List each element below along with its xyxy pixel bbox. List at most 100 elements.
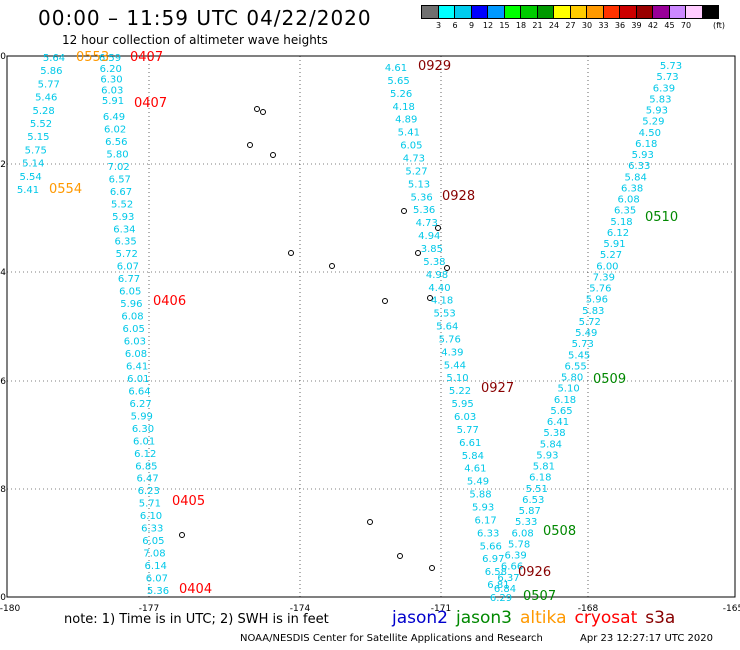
swh-value: 6.67 xyxy=(110,187,132,198)
satellite-legend-item: altika xyxy=(520,608,567,628)
pass-time-label: 0508 xyxy=(543,524,576,539)
color-scale-tick: 6 xyxy=(452,21,458,30)
swh-value: 3.85 xyxy=(421,244,443,255)
credit-line: NOAA/NESDIS Center for Satellite Applica… xyxy=(240,633,543,644)
swh-value: 6.84 xyxy=(494,584,516,595)
swh-value: 6.41 xyxy=(126,361,148,372)
swh-value: 5.83 xyxy=(649,94,671,105)
swh-value: 5.26 xyxy=(390,89,412,100)
x-tick-label: -174 xyxy=(290,604,311,614)
swh-value: 6.30 xyxy=(100,75,122,86)
swh-value: 5.36 xyxy=(410,192,432,203)
swh-value: 5.84 xyxy=(625,172,647,183)
swh-value: 6.08 xyxy=(125,349,147,360)
swh-value: 6.07 xyxy=(117,262,139,273)
swh-value: 5.72 xyxy=(116,249,138,260)
swh-value: 6.55 xyxy=(565,361,587,372)
swh-value: 5.76 xyxy=(589,284,611,295)
swh-value: 5.91 xyxy=(603,239,625,250)
pass-time-label: 0929 xyxy=(418,59,451,74)
swh-value: 5.15 xyxy=(27,132,49,143)
color-scale-tick: 36 xyxy=(614,21,626,30)
island-outline xyxy=(401,208,407,214)
swh-value: 4.18 xyxy=(393,102,415,113)
swh-value: 6.20 xyxy=(100,64,122,75)
swh-value: 5.93 xyxy=(646,106,668,117)
swh-value: 4.89 xyxy=(395,115,417,126)
swh-value: 5.80 xyxy=(106,149,128,160)
swh-value: 4.73 xyxy=(416,218,438,229)
swh-value: 6.00 xyxy=(596,261,618,272)
swh-value: 5.44 xyxy=(444,360,466,371)
swh-value: 5.93 xyxy=(472,503,494,514)
swh-value: 6.39 xyxy=(653,83,675,94)
pass-time-label: 0507 xyxy=(523,589,556,604)
swh-value: 5.66 xyxy=(480,541,502,552)
y-tick-label: -4 xyxy=(0,268,6,278)
swh-value: 4.50 xyxy=(639,128,661,139)
satellite-legend-item: cryosat xyxy=(574,608,638,628)
swh-value: 5.10 xyxy=(446,373,468,384)
y-tick-label: -6 xyxy=(0,377,6,387)
swh-value: 5.22 xyxy=(449,386,471,397)
island-outline xyxy=(247,142,253,148)
swh-value: 6.10 xyxy=(140,511,162,522)
swh-value: 7.02 xyxy=(107,162,129,173)
swh-value: 6.56 xyxy=(105,137,127,148)
swh-value: 7.39 xyxy=(593,272,615,283)
swh-value: 5.80 xyxy=(561,373,583,384)
swh-value: 5.29 xyxy=(642,117,664,128)
swh-value: 6.39 xyxy=(504,551,526,562)
swh-value: 6.27 xyxy=(129,399,151,410)
swh-value: 5.36 xyxy=(147,586,169,597)
swh-value: 5.77 xyxy=(38,79,60,90)
swh-value: 5.49 xyxy=(575,328,597,339)
swh-value: 6.77 xyxy=(118,274,140,285)
color-scale-tick: 3 xyxy=(435,21,442,30)
map-frame xyxy=(6,55,736,598)
swh-value: 6.97 xyxy=(482,554,504,565)
swh-value: 6.66 xyxy=(501,562,523,573)
satellite-legend: jason2 jason3 altika cryosat s3a xyxy=(392,608,683,628)
color-scale-tick: 45 xyxy=(664,21,675,30)
swh-value: 5.95 xyxy=(451,399,473,410)
swh-value: 5.76 xyxy=(439,334,461,345)
pass-time-label: 0554 xyxy=(49,182,82,197)
swh-value: 5.36 xyxy=(413,205,435,216)
color-scale-unit: (ft) xyxy=(713,21,726,30)
swh-value: 6.01 xyxy=(133,436,155,447)
swh-value: 6.18 xyxy=(635,139,657,150)
satellite-legend-item: jason3 xyxy=(456,608,512,628)
swh-value: 5.28 xyxy=(32,106,54,117)
swh-value: 5.73 xyxy=(572,339,594,350)
x-tick-label: -171 xyxy=(431,604,451,614)
swh-value: 5.33 xyxy=(515,517,537,528)
swh-value: 5.65 xyxy=(387,76,409,87)
swh-value: 6.49 xyxy=(103,112,125,123)
swh-value: 5.18 xyxy=(610,217,632,228)
pass-time-label: 0407 xyxy=(130,50,163,65)
swh-value: 6.08 xyxy=(512,528,534,539)
swh-value: 4.18 xyxy=(431,296,453,307)
color-scale-tick: 33 xyxy=(598,21,609,30)
swh-value: 6.05 xyxy=(123,324,145,335)
swh-value: 5.84 xyxy=(540,439,562,450)
island-outline xyxy=(382,298,388,304)
swh-value: 4.61 xyxy=(464,464,486,475)
island-outline xyxy=(179,532,185,538)
island-outline xyxy=(429,565,435,571)
pass-time-label: 0926 xyxy=(518,565,551,580)
swh-value: 5.88 xyxy=(469,490,491,501)
swh-value: 5.41 xyxy=(398,128,420,139)
island-outline xyxy=(367,519,373,525)
pass-time-label: 0405 xyxy=(172,494,205,509)
swh-value: 5.93 xyxy=(536,450,558,461)
y-tick-label: -2 xyxy=(0,160,6,170)
color-swatch xyxy=(701,5,719,19)
y-tick-label: -10 xyxy=(0,593,6,603)
satellite-legend-item: s3a xyxy=(645,608,676,628)
color-scale-bar xyxy=(421,5,719,19)
swh-value: 5.41 xyxy=(17,185,39,196)
swh-value: 6.08 xyxy=(617,195,639,206)
swh-value: 5.77 xyxy=(457,425,479,436)
